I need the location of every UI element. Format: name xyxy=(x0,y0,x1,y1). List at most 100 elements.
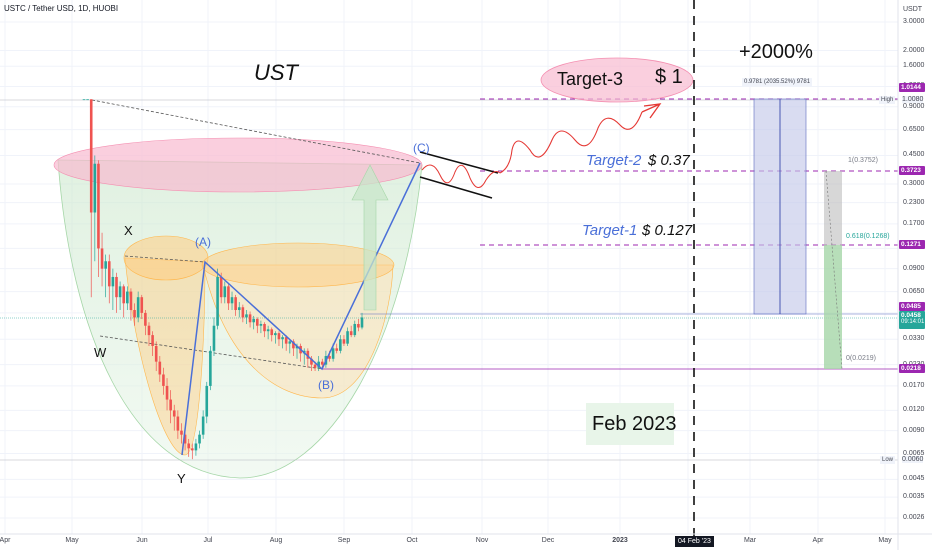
candle-body xyxy=(162,374,165,386)
candle-body xyxy=(115,276,118,298)
candle-body xyxy=(133,310,136,318)
price-tick-label: 1.6000 xyxy=(903,62,925,70)
candle xyxy=(133,303,136,326)
candle xyxy=(306,348,310,368)
candle xyxy=(144,310,147,336)
candle-body xyxy=(86,99,89,101)
candle xyxy=(194,438,198,456)
candle-body xyxy=(245,314,248,318)
candle xyxy=(147,322,151,346)
projection-squiggle xyxy=(499,111,643,174)
badge-target3: 1.0144 xyxy=(899,83,925,92)
candle-body xyxy=(357,323,360,328)
target1-label: Target-1 xyxy=(582,222,638,239)
price-tick-label: 0.3000 xyxy=(903,179,925,187)
candle xyxy=(122,284,126,318)
price-tick-label: 0.0170 xyxy=(903,381,925,389)
candle xyxy=(317,356,320,372)
candle xyxy=(270,327,274,342)
candle xyxy=(259,320,263,334)
candle-body xyxy=(331,348,335,359)
candle xyxy=(357,319,360,332)
candle-body xyxy=(328,356,331,359)
target2-value: $ 0.37 xyxy=(648,152,690,169)
candle-body xyxy=(349,331,353,336)
time-tick-label: Oct xyxy=(406,537,418,544)
candle-body xyxy=(107,261,111,287)
flag-top-line xyxy=(419,151,499,174)
fib-zone-upper xyxy=(824,171,842,245)
candle-body xyxy=(151,335,154,346)
candle-body xyxy=(342,339,346,344)
candle-body xyxy=(292,341,295,349)
time-tick-label: Aug xyxy=(269,537,283,544)
candle-body xyxy=(266,329,270,332)
candle xyxy=(223,281,227,304)
candle-body xyxy=(248,314,252,323)
candle xyxy=(172,404,176,431)
time-tick-label: Sep xyxy=(337,537,351,544)
badge-target1: 0.1271 xyxy=(899,240,925,249)
time-tick-label: 2023 xyxy=(612,537,628,544)
candle xyxy=(241,304,245,323)
candle xyxy=(180,423,183,444)
candle-body xyxy=(187,443,191,449)
candle xyxy=(136,291,140,323)
fib-label-0: 0(0.0219) xyxy=(846,355,876,362)
candle xyxy=(205,381,209,424)
candle xyxy=(216,268,219,330)
price-tick-label: 0.0900 xyxy=(903,264,925,272)
candle-body xyxy=(97,163,100,249)
candle xyxy=(281,335,284,349)
candle xyxy=(104,254,107,298)
price-tick-label: 0.4500 xyxy=(903,151,925,159)
projection-arrowhead xyxy=(641,103,662,119)
candle xyxy=(335,343,339,354)
candle-body xyxy=(227,286,230,304)
price-tick-label: 0.2300 xyxy=(903,198,925,206)
candle xyxy=(82,99,86,101)
target3-ellipse xyxy=(540,57,694,103)
candle-body xyxy=(122,286,126,304)
candle xyxy=(100,232,104,287)
candle-body xyxy=(306,350,310,359)
time-tick-label: Mar xyxy=(743,537,757,544)
fib-zone-lower xyxy=(824,245,842,369)
candle-body xyxy=(360,317,364,328)
candle xyxy=(198,430,201,449)
candle-body xyxy=(216,276,219,326)
symbol-title[interactable]: USTC / Tether USD, 1D, HUOBI xyxy=(4,4,119,13)
candle xyxy=(126,286,129,311)
candle xyxy=(277,331,281,346)
candle xyxy=(349,325,353,338)
candle xyxy=(255,317,259,334)
time-tick-label: Nov xyxy=(475,537,489,544)
candle xyxy=(353,320,357,338)
candle-body xyxy=(172,410,176,417)
cup-pattern-small-2 xyxy=(202,264,394,399)
candle-body xyxy=(136,297,140,318)
candle-body xyxy=(198,434,201,444)
high-tag: High xyxy=(879,96,896,104)
candle-body xyxy=(241,307,245,318)
candle xyxy=(346,327,349,346)
price-tick-label: 0.9000 xyxy=(903,102,925,110)
fib-label-1: 1(0.3752) xyxy=(848,157,878,164)
candle xyxy=(187,438,191,457)
candle-body xyxy=(237,307,241,311)
time-tick-label: Apr xyxy=(812,537,824,544)
candle xyxy=(209,345,212,391)
candle xyxy=(230,291,234,311)
price-tick-label: 0.1700 xyxy=(903,219,925,227)
candle-body xyxy=(191,448,194,451)
candle-body xyxy=(230,297,234,304)
target1-value: $ 0.127 xyxy=(642,222,693,239)
low-tag: Low xyxy=(880,456,896,464)
candle-body xyxy=(205,385,209,417)
date-box-label: Feb 2023 xyxy=(592,413,677,435)
candle-body xyxy=(100,248,104,269)
candle xyxy=(339,335,342,354)
candle-body xyxy=(183,434,187,444)
price-tick-label: 0.0120 xyxy=(903,406,925,414)
